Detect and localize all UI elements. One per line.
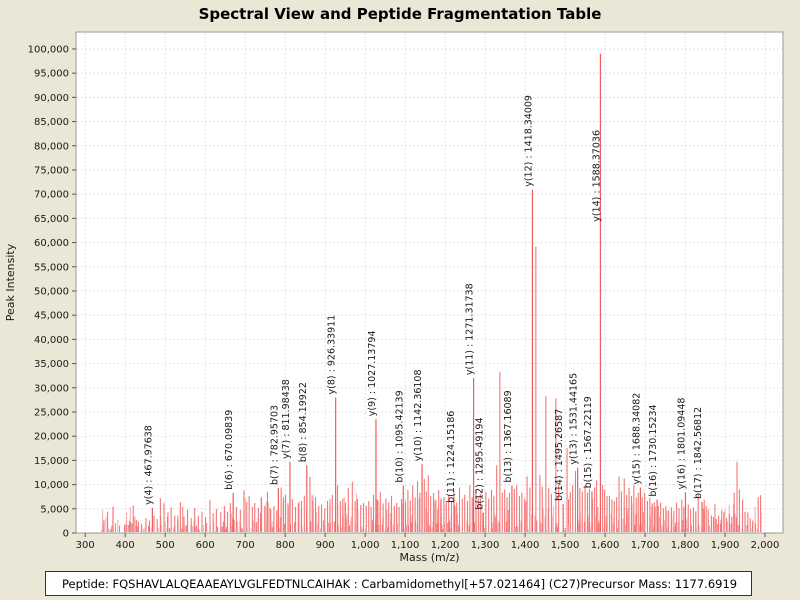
labeled-peak-b(11): b(11) : 1224.15186 — [446, 411, 457, 532]
svg-text:25,000: 25,000 — [34, 407, 69, 418]
svg-text:1,200: 1,200 — [431, 540, 460, 551]
peak-label-b(8): b(8) : 854.19922 — [298, 382, 309, 462]
peak-label-b(6): b(6) : 670.09839 — [224, 410, 235, 490]
svg-text:300: 300 — [76, 540, 95, 551]
svg-text:15,000: 15,000 — [34, 456, 69, 467]
peak-label-y(10): y(10) : 1142.36108 — [413, 369, 424, 461]
svg-text:1,700: 1,700 — [631, 540, 660, 551]
labeled-peak-b(15): b(15) : 1567.22119 — [583, 396, 594, 532]
y-axis-title: Peak Intensity — [4, 243, 17, 321]
peak-label-y(13): y(13) : 1531.44165 — [569, 373, 580, 465]
peptide-info-bar: Peptide: FQSHAVLALQEAAEAYLVGLFEDTNLCAIHA… — [45, 571, 752, 596]
svg-text:35,000: 35,000 — [34, 359, 69, 370]
svg-text:500: 500 — [156, 540, 175, 551]
peak-label-b(15): b(15) : 1567.22119 — [583, 396, 594, 488]
labeled-peak-b(10): b(10) : 1095.42139 — [394, 390, 405, 532]
labeled-peak-y(4): y(4) : 467.97638 — [143, 425, 154, 532]
labeled-peak-y(8): y(8) : 926.33911 — [327, 315, 338, 532]
peak-label-y(15): y(15) : 1688.34082 — [631, 393, 642, 485]
x-axis-title: Mass (m/z) — [400, 551, 460, 564]
labeled-peak-y(7): y(7) : 811.98438 — [281, 379, 292, 532]
peak-label-y(12): y(12) : 1418.34009 — [523, 95, 534, 187]
peak-label-y(8): y(8) : 926.33911 — [327, 315, 338, 395]
labeled-peak-y(14): y(14) : 1588.37036 — [591, 53, 602, 532]
labeled-peaks: y(4) : 467.97638 b(6) : 670.09839 b(7) : 7… — [143, 53, 704, 532]
svg-text:2,000: 2,000 — [751, 540, 780, 551]
svg-text:75,000: 75,000 — [34, 165, 69, 176]
labeled-peak-b(17): b(17) : 1842.56812 — [693, 407, 704, 532]
peak-label-b(7): b(7) : 782.95703 — [269, 405, 280, 485]
labeled-peak-y(12): y(12) : 1418.34009 — [523, 95, 534, 532]
plot-border — [75, 31, 784, 534]
svg-text:20,000: 20,000 — [34, 432, 69, 443]
unlabeled-peaks — [103, 246, 762, 532]
svg-text:1,500: 1,500 — [551, 540, 580, 551]
peak-label-b(12): b(12) : 1295.49194 — [474, 417, 485, 509]
svg-text:30,000: 30,000 — [34, 383, 69, 394]
peak-label-b(10): b(10) : 1095.42139 — [394, 390, 405, 482]
peak-label-b(13): b(13) : 1367.16089 — [503, 390, 514, 482]
peak-label-y(11): y(11) : 1271.31738 — [465, 283, 476, 375]
labeled-peak-b(7): b(7) : 782.95703 — [269, 405, 280, 532]
svg-text:1,800: 1,800 — [671, 540, 700, 551]
peak-label-y(14): y(14) : 1588.37036 — [591, 130, 602, 222]
svg-text:1,600: 1,600 — [591, 540, 620, 551]
chart-title: Spectral View and Peptide Fragmentation … — [198, 5, 602, 23]
svg-text:40,000: 40,000 — [34, 335, 69, 346]
svg-text:55,000: 55,000 — [34, 262, 69, 273]
svg-text:50,000: 50,000 — [34, 286, 69, 297]
peak-label-b(16): b(16) : 1730.15234 — [648, 404, 659, 496]
labeled-peak-b(6): b(6) : 670.09839 — [224, 410, 235, 532]
labeled-peak-y(13): y(13) : 1531.44165 — [569, 373, 580, 532]
svg-text:10,000: 10,000 — [34, 480, 69, 491]
svg-text:1,900: 1,900 — [711, 540, 740, 551]
labeled-peak-y(11): y(11) : 1271.31738 — [465, 283, 476, 532]
x-axis: 300 400 500 600 700 800 900 1,000 1,100 1,200 1,30… — [76, 533, 780, 564]
gridlines — [77, 33, 782, 532]
svg-text:100,000: 100,000 — [28, 44, 69, 55]
svg-text:5,000: 5,000 — [40, 504, 69, 515]
labeled-peak-y(15): y(15) : 1688.34082 — [631, 393, 642, 532]
svg-text:90,000: 90,000 — [34, 93, 69, 104]
svg-text:85,000: 85,000 — [34, 117, 69, 128]
svg-text:45,000: 45,000 — [34, 311, 69, 322]
svg-text:1,400: 1,400 — [511, 540, 540, 551]
peak-label-b(11): b(11) : 1224.15186 — [446, 411, 457, 503]
svg-text:95,000: 95,000 — [34, 69, 69, 80]
peak-label-y(16): y(16) : 1801.09448 — [676, 398, 687, 490]
svg-text:1,100: 1,100 — [391, 540, 420, 551]
peak-label-y(4): y(4) : 467.97638 — [143, 425, 154, 505]
peptide-label: Peptide: FQSHAVLALQEAAEAYLVGLFEDTNLCAIHA… — [62, 576, 581, 591]
svg-text:65,000: 65,000 — [34, 214, 69, 225]
svg-text:700: 700 — [236, 540, 255, 551]
svg-text:80,000: 80,000 — [34, 141, 69, 152]
svg-text:900: 900 — [316, 540, 335, 551]
spectrum-chart: y(4) : 467.97638 b(6) : 670.09839 b(7) : 7… — [4, 31, 784, 564]
peak-label-y(9): y(9) : 1027.13794 — [367, 330, 378, 416]
labeled-peak-y(9): y(9) : 1027.13794 — [367, 330, 378, 532]
svg-text:1,300: 1,300 — [471, 540, 500, 551]
plot-area[interactable] — [76, 32, 783, 533]
svg-text:1,000: 1,000 — [351, 540, 380, 551]
peak-label-b(14): b(14) : 1495.26587 — [554, 409, 565, 501]
labeled-peak-b(14): b(14) : 1495.26587 — [554, 409, 565, 532]
svg-text:600: 600 — [196, 540, 215, 551]
labeled-peak-b(16): b(16) : 1730.15234 — [648, 404, 659, 532]
svg-text:0: 0 — [63, 529, 69, 540]
svg-text:60,000: 60,000 — [34, 238, 69, 249]
peak-label-b(17): b(17) : 1842.56812 — [693, 407, 704, 499]
labeled-peak-y(10): y(10) : 1142.36108 — [413, 369, 424, 532]
labeled-peak-b(13): b(13) : 1367.16089 — [503, 390, 514, 532]
labeled-peak-y(16): y(16) : 1801.09448 — [676, 398, 687, 532]
svg-text:800: 800 — [276, 540, 295, 551]
svg-text:400: 400 — [116, 540, 135, 551]
svg-text:70,000: 70,000 — [34, 190, 69, 201]
labeled-peak-b(12): b(12) : 1295.49194 — [474, 417, 485, 532]
peak-label-y(7): y(7) : 811.98438 — [281, 379, 292, 459]
labeled-peak-b(8): b(8) : 854.19922 — [298, 382, 309, 532]
y-axis: 0 5,000 10,000 15,000 20,000 25,000 30,000 35,0… — [4, 44, 76, 540]
precursor-mass-label: Precursor Mass: 1177.6919 — [580, 576, 738, 591]
